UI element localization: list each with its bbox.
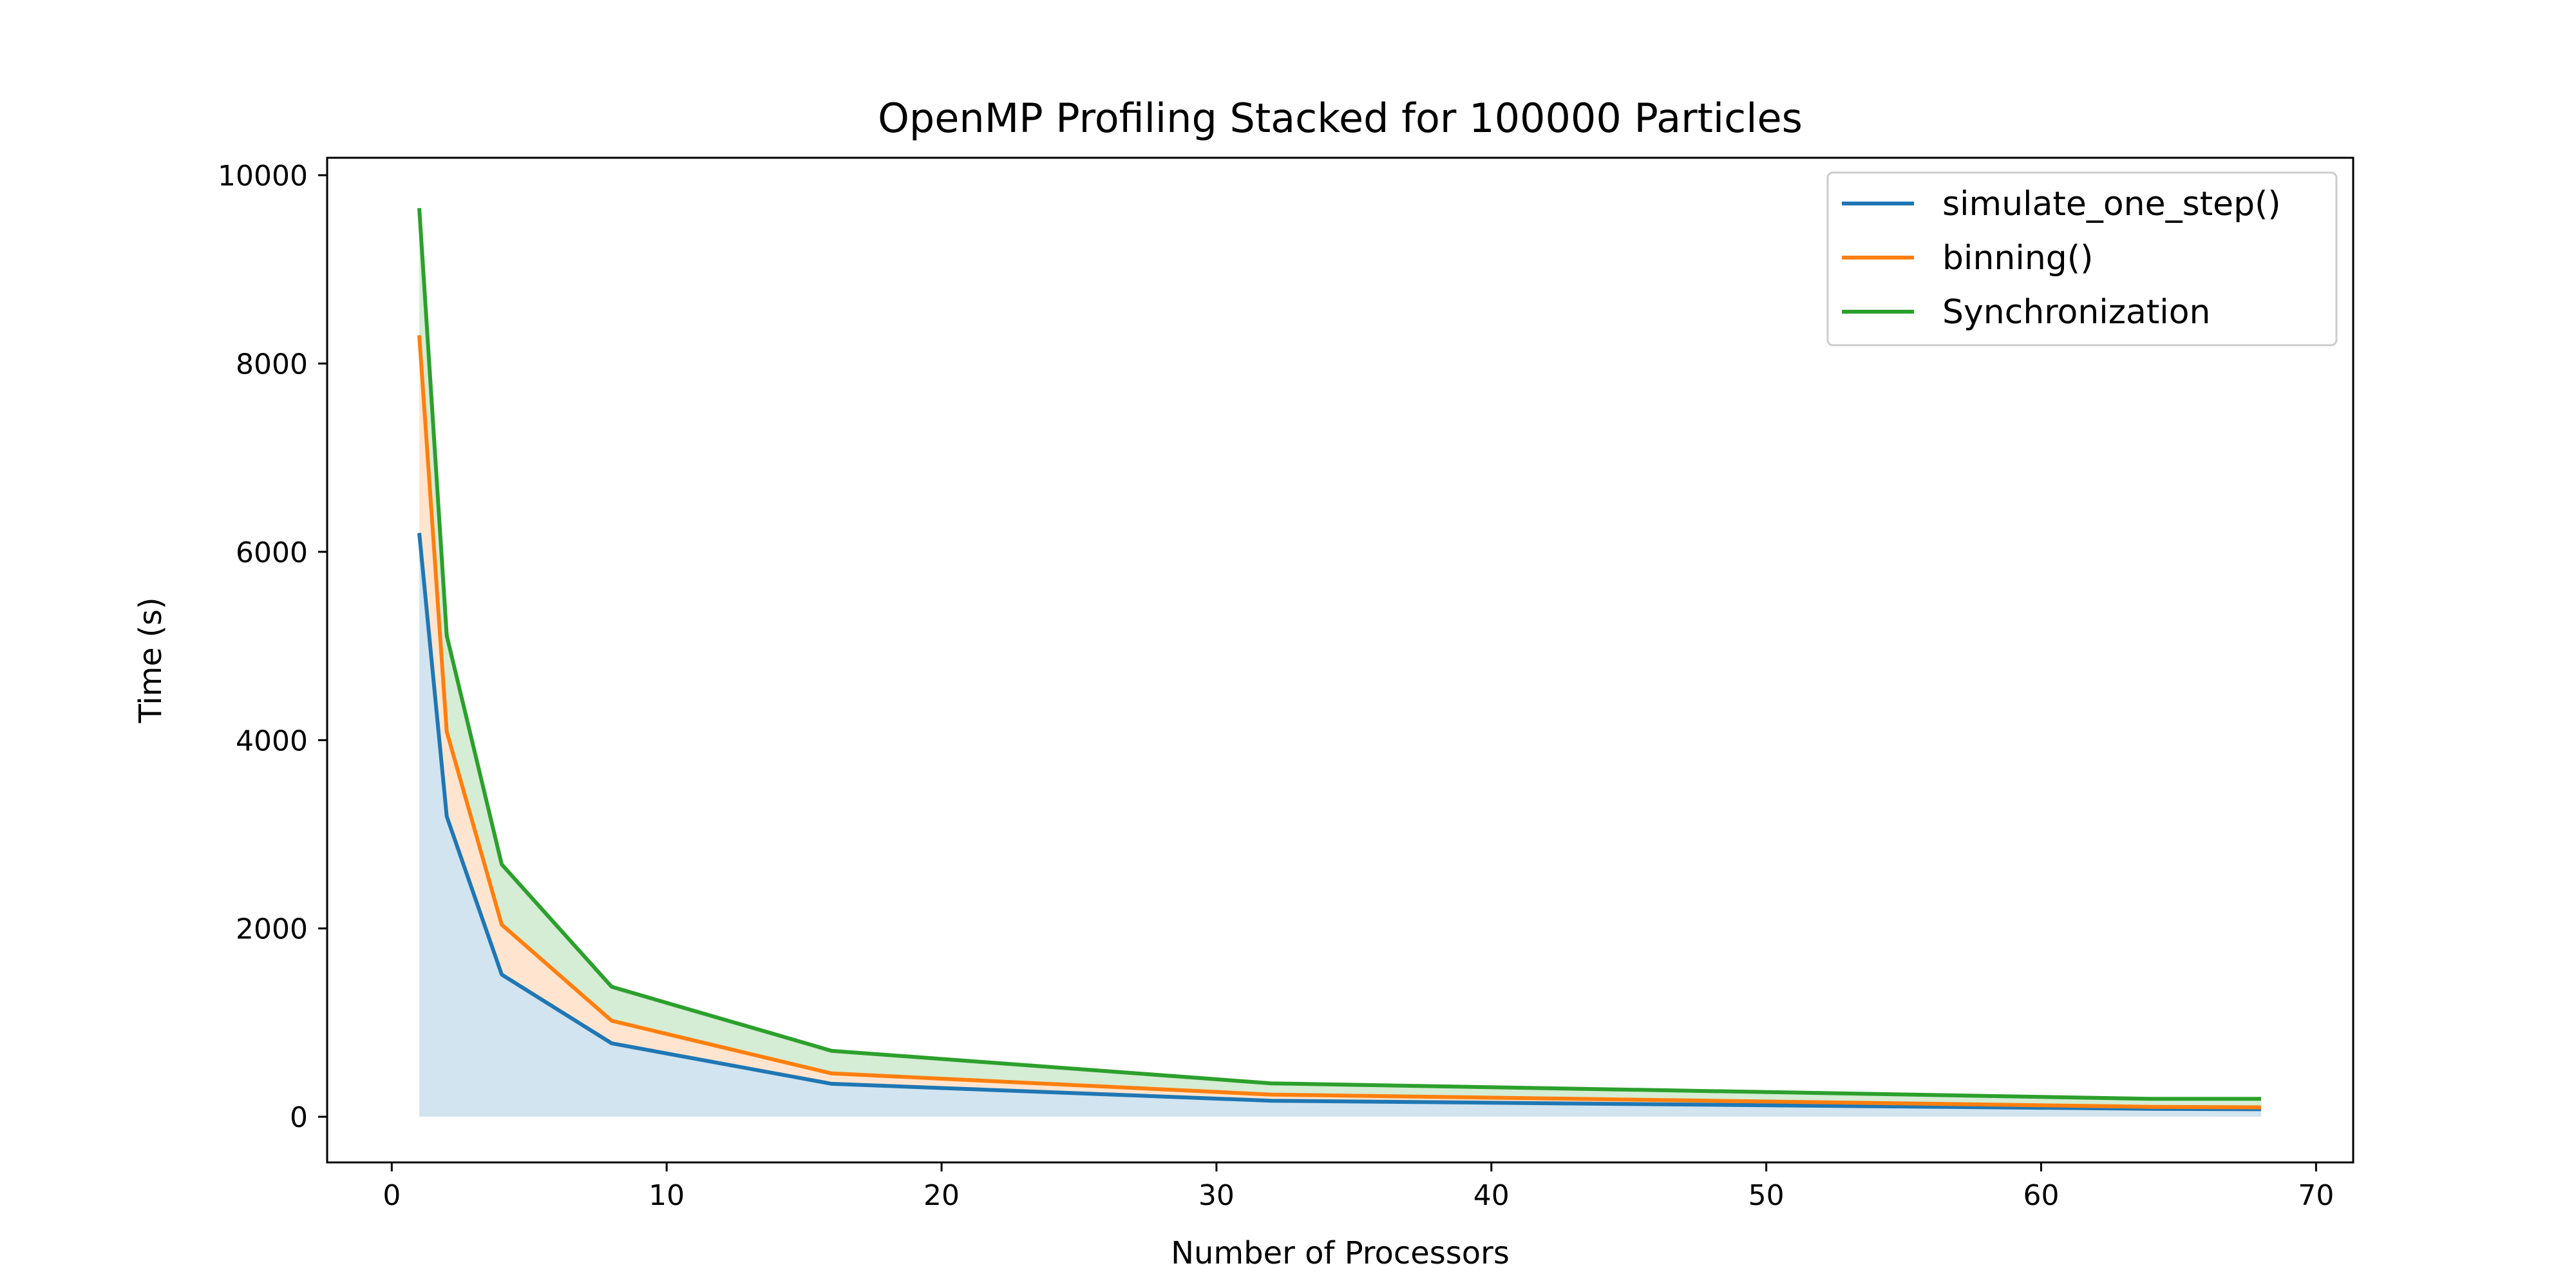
y-axis-label: Time (s) bbox=[133, 597, 169, 723]
x-tick-label: 20 bbox=[923, 1179, 960, 1212]
y-tick-label: 4000 bbox=[236, 724, 308, 757]
legend: simulate_one_step() binning() Synchronizat… bbox=[1826, 171, 2338, 346]
x-axis-label: Number of Processors bbox=[1171, 1235, 1510, 1271]
y-tick-label: 8000 bbox=[236, 348, 308, 381]
y-tick-label: 2000 bbox=[236, 913, 308, 946]
x-tick-label: 10 bbox=[649, 1179, 685, 1212]
y-tick-label: 0 bbox=[290, 1101, 308, 1134]
legend-frame bbox=[1826, 171, 2338, 346]
area-2 bbox=[419, 335, 2261, 1110]
x-tick-label: 50 bbox=[1748, 1179, 1785, 1212]
x-tick-label: 0 bbox=[383, 1179, 401, 1212]
x-tick-label: 40 bbox=[1473, 1179, 1510, 1212]
series-line-3 bbox=[417, 208, 2261, 1101]
area-1 bbox=[419, 533, 2261, 1117]
stacked-areas bbox=[419, 208, 2261, 1117]
series-line-2 bbox=[417, 335, 2262, 1110]
x-axis: 0 10 20 30 40 50 60 70 bbox=[383, 1162, 2334, 1212]
series-lines bbox=[417, 208, 2262, 1112]
x-tick-label: 60 bbox=[2023, 1179, 2060, 1212]
y-axis: 0 2000 4000 6000 8000 10000 bbox=[218, 160, 327, 1134]
legend-label: binning() bbox=[1942, 239, 2093, 278]
y-tick-label: 6000 bbox=[236, 536, 308, 569]
plot-frame bbox=[326, 156, 2354, 1164]
legend-label: simulate_one_step() bbox=[1942, 185, 2281, 223]
y-tick-label: 10000 bbox=[218, 160, 308, 193]
x-tick-label: 70 bbox=[2298, 1179, 2334, 1212]
chart-title: OpenMP Profiling Stacked for 100000 Part… bbox=[878, 95, 1803, 142]
x-tick-label: 30 bbox=[1198, 1179, 1235, 1212]
series-line-1 bbox=[417, 533, 2262, 1112]
legend-label: Synchronization bbox=[1942, 293, 2211, 332]
